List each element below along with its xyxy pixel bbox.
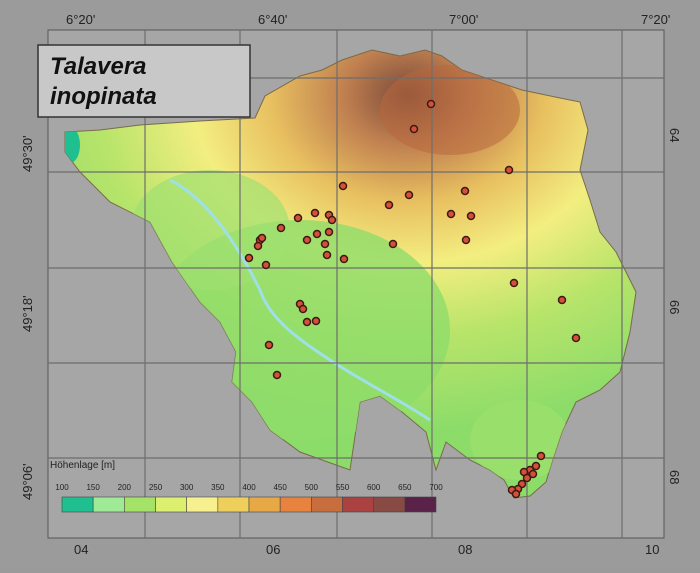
legend-tick-label: 250 [149, 483, 163, 492]
title-line: Talavera [50, 53, 147, 80]
top-label: 7°20' [641, 12, 670, 27]
bottom-label: 06 [266, 542, 280, 557]
legend-tick-label: 500 [305, 483, 319, 492]
axis-labels: 6°20' 6°40' 7°00' 7°20' 49°30' 49°18' 49°06' 04… [20, 12, 682, 557]
legend-swatch [217, 496, 250, 513]
right-label: 66 [667, 300, 682, 314]
legend-title: Höhenlage [m] [50, 460, 115, 471]
legend-tick-label: 200 [118, 483, 132, 492]
legend-tick-label: 300 [180, 483, 194, 492]
top-label: 6°40' [258, 12, 287, 27]
legend-swatch [373, 496, 406, 513]
top-label: 6°20' [66, 12, 95, 27]
legend-tick-label: 700 [429, 483, 443, 492]
title-line: inopinata [50, 83, 157, 110]
legend: Höhenlage [m] 100 150 200 250 300 350 400 450 500… [50, 460, 443, 513]
legend-tick-label: 600 [367, 483, 381, 492]
legend-swatch [124, 496, 156, 513]
legend-tick-label: 650 [398, 483, 412, 492]
left-label: 49°06' [20, 463, 35, 500]
legend-swatch [342, 496, 374, 513]
left-label: 49°30' [20, 135, 35, 172]
title-box: Talavera inopinata [37, 44, 251, 118]
grid [48, 30, 664, 538]
legend-swatch [186, 496, 219, 513]
legend-tick-label: 100 [55, 483, 69, 492]
legend-tick-label: 350 [211, 483, 225, 492]
bottom-label: 10 [645, 542, 659, 557]
occurrence-points [244, 99, 581, 499]
legend-tick-label: 400 [242, 483, 256, 492]
legend-tick-label: 150 [86, 483, 100, 492]
left-label: 49°18' [20, 295, 35, 332]
legend-swatch [404, 496, 437, 513]
bottom-label: 08 [458, 542, 472, 557]
legend-swatch [248, 496, 281, 513]
right-label: 64 [667, 128, 682, 142]
legend-swatch [279, 496, 312, 513]
top-label: 7°00' [449, 12, 478, 27]
legend-swatch [311, 496, 343, 513]
legend-tick-label: 550 [336, 483, 350, 492]
right-label: 68 [667, 470, 682, 484]
legend-swatch [155, 496, 187, 513]
legend-tick-label: 450 [273, 483, 287, 492]
bottom-label: 04 [74, 542, 88, 557]
legend-swatch [92, 496, 125, 513]
legend-swatch [61, 496, 94, 513]
